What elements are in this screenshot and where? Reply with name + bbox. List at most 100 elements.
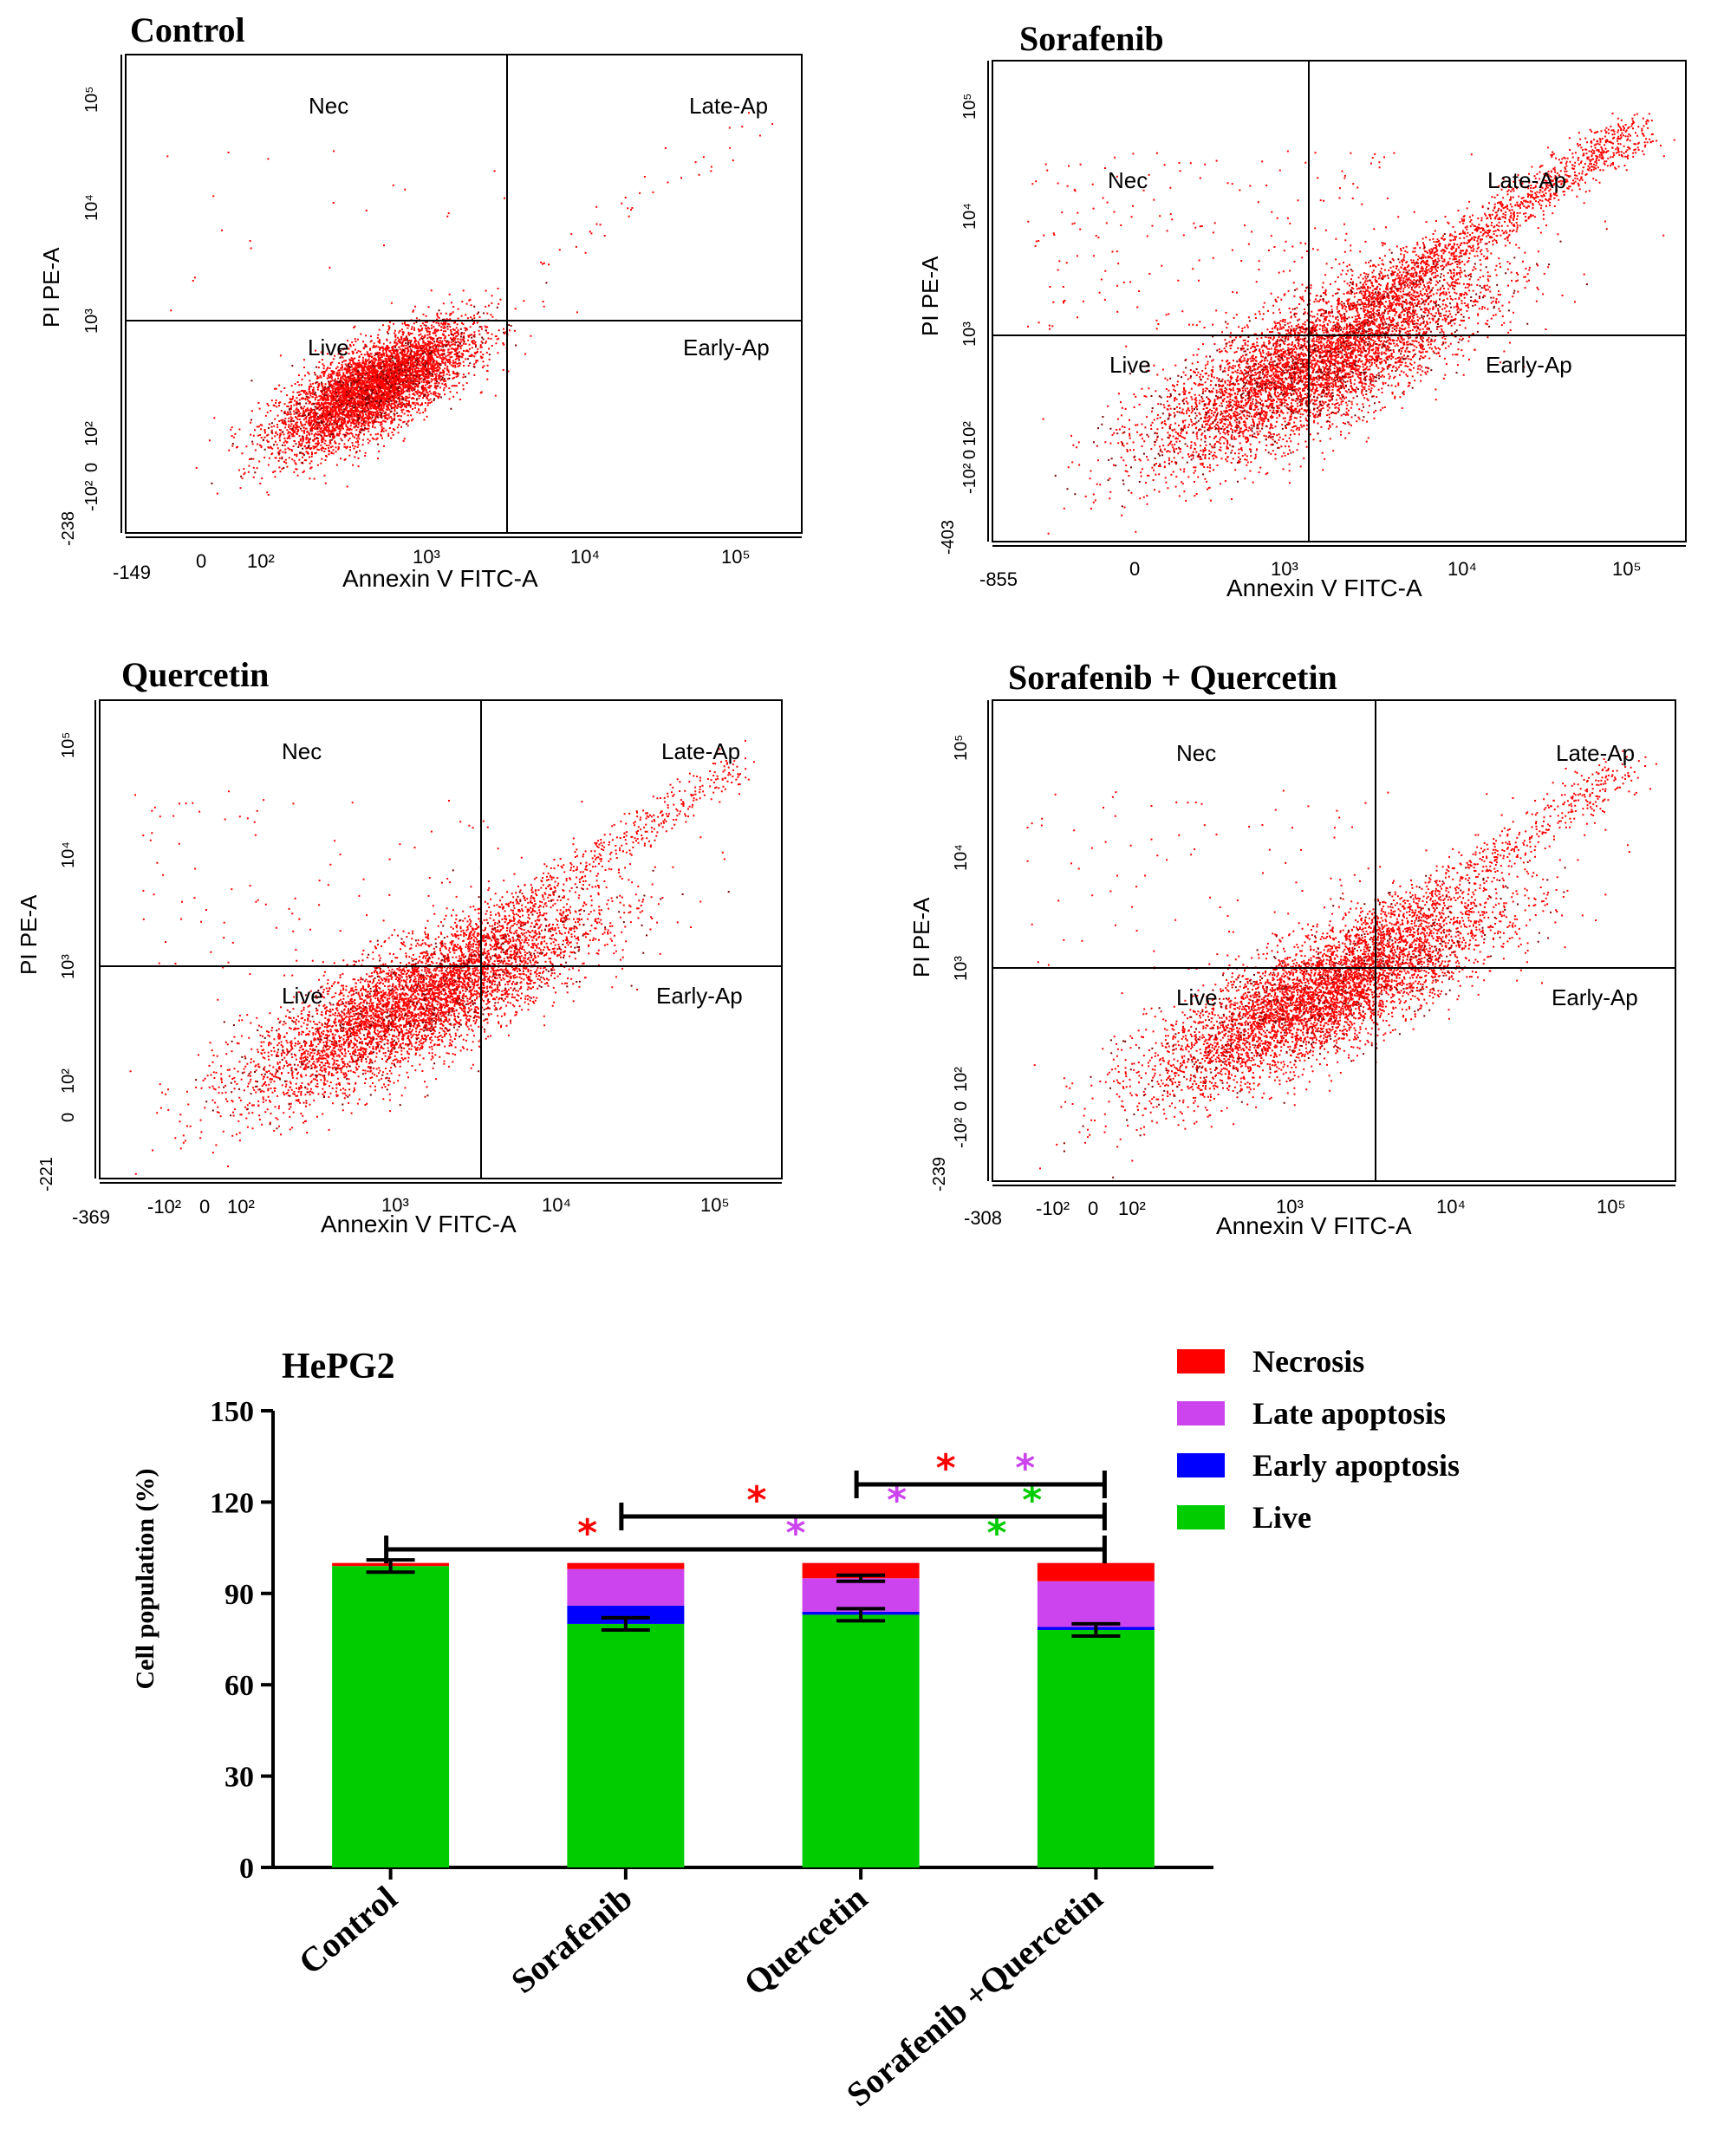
x-tick-label: 10⁴ (1448, 558, 1477, 580)
legend-swatch (1177, 1401, 1225, 1425)
x-tick-label: 10⁴ (570, 546, 600, 568)
y-tick-label: -221 (37, 1157, 56, 1192)
x-tick-label: 0 (1088, 1198, 1098, 1219)
x-tick-label: -149 (113, 562, 151, 583)
quadrant-label-early-ap: Early-Ap (1552, 984, 1638, 1010)
significance-star: * (887, 1478, 907, 1523)
y-tick-label: 10⁴ (82, 194, 101, 221)
y-tick-label: -238 (59, 511, 78, 546)
y-tick-label: 10⁵ (59, 731, 78, 758)
quadrant-label-live: Live (282, 983, 323, 1009)
y-axis-label: PI PE-A (917, 256, 943, 336)
x-axis-label: Annexin V FITC-A (1226, 575, 1422, 601)
x-tick-label: -369 (72, 1206, 110, 1228)
y-axis: -221 0 10² 10³ 10⁴ 10⁵ PI PE-A (16, 700, 96, 1192)
legend-swatch (1177, 1349, 1225, 1373)
significance-star: * (786, 1511, 806, 1555)
x-axis: -149 0 10² 10³ 10⁴ 10⁵ Annexin V FITC-A (113, 536, 802, 592)
x-tick-label: 10³ (381, 1194, 409, 1216)
x-tick-label: -10² (1036, 1198, 1070, 1219)
y-tick-label: 0 (239, 1853, 254, 1885)
quadrant-label-late-ap: Late-Ap (689, 93, 768, 119)
y-tick-label: 90 (224, 1579, 254, 1611)
bar-error-bars (366, 1558, 1121, 1638)
quadrant-label-nec: Nec (309, 93, 348, 119)
y-axis-label: PI PE-A (908, 897, 934, 977)
x-tick-label: 10⁴ (1436, 1196, 1466, 1218)
scatter-point-cloud (166, 112, 774, 497)
bar-segment-necrosis (567, 1562, 685, 1569)
significance-star: * (987, 1511, 1007, 1555)
y-tick-label: 120 (210, 1487, 254, 1519)
y-tick-label: 10⁴ (59, 841, 78, 868)
significance-star: * (746, 1478, 766, 1523)
x-tick-label: -10² (147, 1196, 181, 1218)
x-tick-label: 10⁵ (1612, 558, 1642, 580)
x-axis-label: Annexin V FITC-A (321, 1211, 517, 1237)
x-tick-label: 10² (247, 550, 275, 572)
bar-segment-live (567, 1623, 685, 1867)
flow-scatter-points (166, 112, 774, 497)
y-tick-label: 10³ (960, 321, 979, 347)
y-tick-label: 0 (952, 1101, 971, 1111)
legend-swatch (1177, 1453, 1225, 1477)
y-tick-label: 0 (59, 1113, 78, 1122)
bar-segment-live (802, 1614, 920, 1867)
quadrant-label-late-ap: Late-Ap (1556, 740, 1635, 766)
flow-panel-control: Control Nec Late-Ap Live Early-Ap -149 0… (38, 10, 803, 592)
panel-title: Quercetin (121, 655, 269, 694)
bar-chart-hepg2: HePG2 Cell population (%) 0306090120150 … (131, 1344, 1460, 2114)
quadrant-label-late-ap: Late-Ap (661, 738, 740, 764)
x-tick-label: 10⁵ (721, 546, 751, 568)
x-tick-label: 10⁵ (1597, 1196, 1626, 1218)
y-tick-label: 10² (82, 421, 101, 446)
scatter-point-cloud (1027, 113, 1675, 535)
x-axis: -369 -10² 0 10² 10³ 10⁴ 10⁵ Annexin V FI… (72, 1182, 782, 1237)
quadrant-label-early-ap: Early-Ap (1486, 352, 1572, 378)
quadrant-label-live: Live (1109, 352, 1151, 378)
significance-star: * (936, 1446, 956, 1490)
bar-segment-late-apoptosis (802, 1578, 920, 1612)
y-tick-label: 0 (960, 450, 979, 459)
y-axis: -239 -10² 0 10² 10³ 10⁴ 10⁵ PI PE-A (908, 700, 989, 1192)
x-tick-label: -308 (964, 1207, 1002, 1229)
significance-star: * (1022, 1478, 1042, 1523)
quadrant-label-live: Live (308, 334, 349, 360)
x-tick-label: 10⁵ (700, 1194, 730, 1216)
x-tick-label: 0 (1129, 558, 1140, 580)
plot-frame (125, 54, 803, 534)
flow-panel-sorafenib: Sorafenib Nec Late-Ap Live Early-Ap -855… (917, 19, 1687, 601)
x-tick-label: 10³ (413, 546, 440, 568)
y-tick-label: 10⁵ (82, 86, 101, 113)
bar-segment-late-apoptosis (1037, 1581, 1155, 1627)
y-tick-label: 10⁵ (952, 734, 971, 761)
y-tick-label: 0 (82, 463, 101, 472)
flow-scatter-points (1027, 113, 1675, 535)
bar-segment-early-apoptosis (567, 1605, 685, 1624)
y-tick-label: -10² (952, 1117, 971, 1148)
y-axis-label: PI PE-A (38, 247, 64, 328)
y-axis-label: PI PE-A (16, 894, 42, 975)
x-tick-label: -855 (979, 568, 1018, 590)
quadrant-label-nec: Nec (1176, 740, 1216, 766)
y-tick-label: 10³ (59, 954, 78, 979)
legend-label: Early apoptosis (1252, 1448, 1460, 1483)
flow-scatter-points (1026, 750, 1657, 1179)
y-tick-label: 10² (952, 1067, 971, 1092)
significance-star: * (1015, 1446, 1035, 1490)
x-tick-label: 0 (196, 550, 206, 572)
x-axis-label: Annexin V FITC-A (342, 565, 538, 592)
quadrant-label-nec: Nec (282, 738, 322, 764)
flow-panel-sorafenib-quercetin: Sorafenib + Quercetin Nec Late-Ap Live E… (908, 658, 1676, 1239)
quadrant-label-early-ap: Early-Ap (683, 334, 770, 360)
y-axis: -403 -10² 0 10² 10³ 10⁴ 10⁵ PI PE-A (917, 61, 989, 555)
x-tick-label: Control (291, 1878, 405, 1982)
y-tick-label: -403 (939, 520, 958, 555)
x-tick-label: 10³ (1276, 1196, 1304, 1218)
y-tick-label: 10⁴ (960, 203, 979, 230)
y-tick-label: 10² (59, 1068, 78, 1094)
plot-frame (992, 60, 1687, 542)
y-tick-label: 60 (224, 1670, 254, 1702)
legend-label: Late apoptosis (1252, 1396, 1446, 1431)
significance-star: * (577, 1511, 597, 1555)
